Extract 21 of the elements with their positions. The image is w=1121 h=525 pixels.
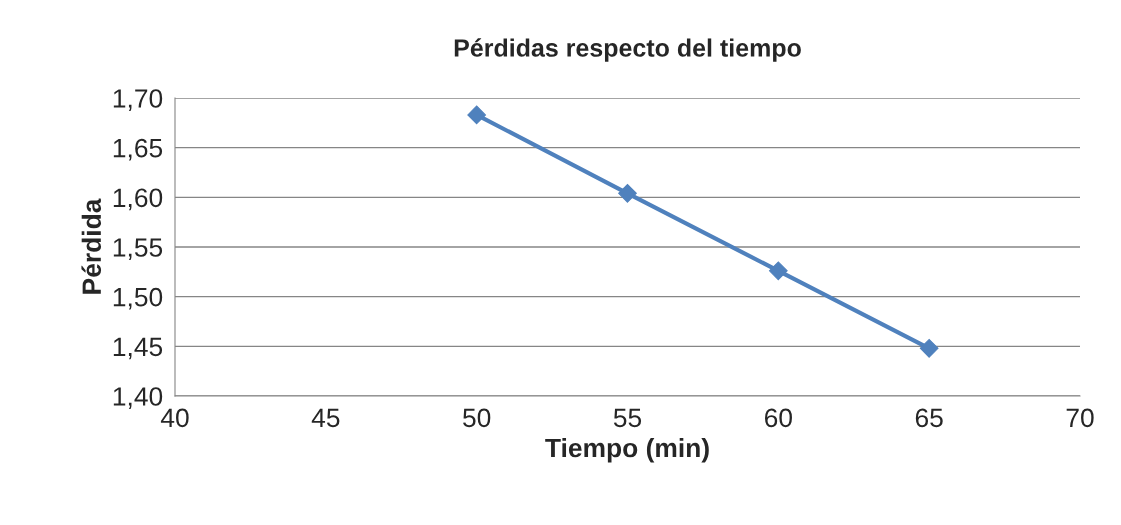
y-tick-label: 1,40	[113, 387, 163, 409]
x-tick-label: 60	[765, 408, 792, 428]
y-axis-title: Pérdida	[81, 198, 102, 294]
y-tick-label: 1,55	[113, 238, 163, 260]
x-axis-title: Tiempo (min)	[545, 437, 709, 463]
x-tick-label: 70	[1066, 408, 1094, 428]
point	[919, 338, 939, 358]
y-tick-label: 1,70	[113, 89, 163, 111]
x-tick-label: 50	[463, 408, 491, 428]
point	[467, 105, 487, 125]
y-tick-label: 1,45	[113, 337, 163, 360]
x-tick-label: 65	[915, 408, 943, 428]
y-tick-label: 1,60	[113, 188, 163, 211]
y-tick-label: 1,50	[113, 287, 163, 310]
point	[618, 184, 637, 203]
x-tick-label: 55	[613, 408, 642, 428]
x-tick-label: 45	[311, 408, 340, 428]
x-tick-label: 40	[160, 408, 189, 428]
y-tick-label: 1,65	[113, 138, 163, 161]
chart-title: Pérdidas respecto del tiempo	[454, 38, 801, 62]
point	[768, 261, 788, 281]
